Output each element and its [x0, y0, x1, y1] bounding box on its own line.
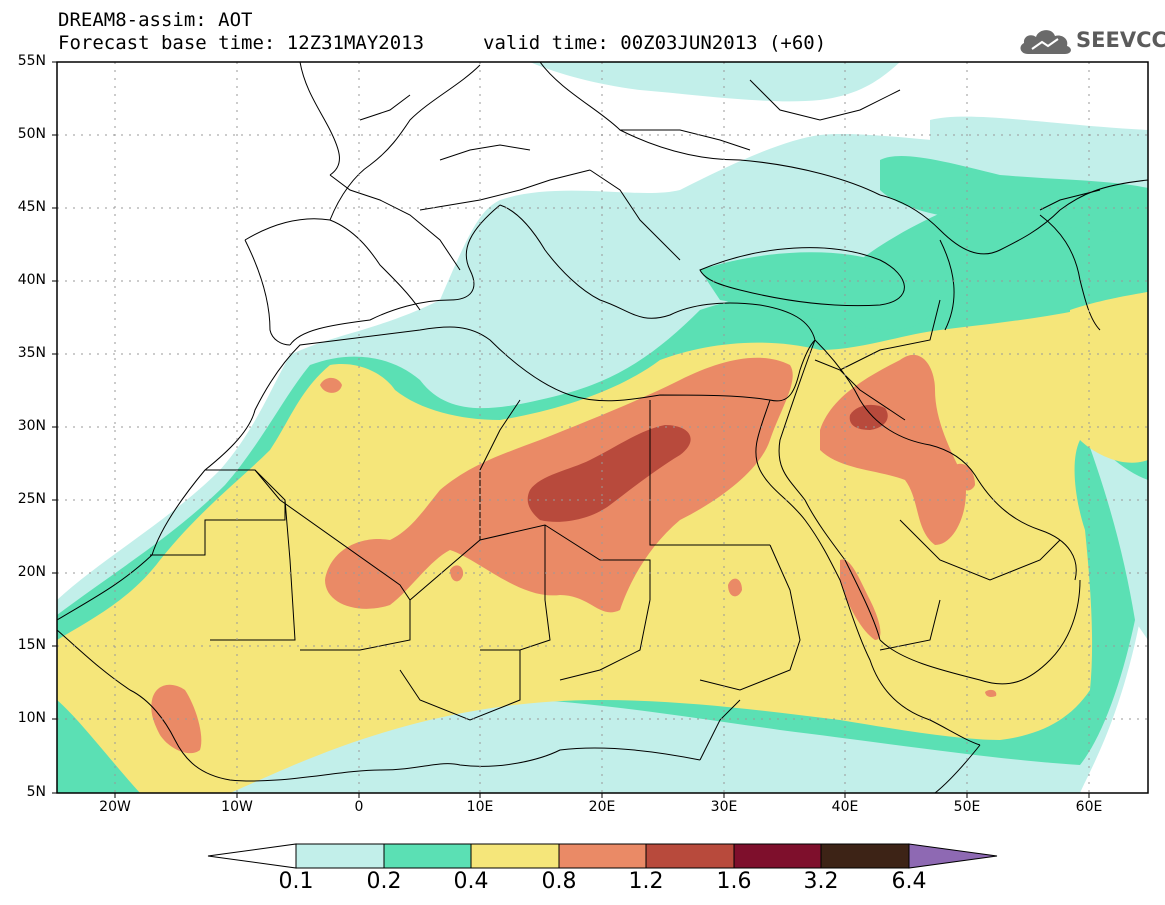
map-title: DREAM8-assim: AOT: [58, 9, 253, 31]
lat-label: 35N: [17, 345, 46, 361]
lon-label: 50E: [953, 799, 981, 815]
lat-label: 30N: [17, 418, 46, 434]
lat-label: 15N: [17, 637, 46, 653]
lon-label: 20W: [99, 799, 131, 815]
colorbar-label: 6.4: [891, 869, 927, 894]
contour-0-8-arabia: [820, 354, 966, 545]
lon-label: 10E: [466, 799, 494, 815]
contour-0-8-westafrica: [151, 684, 202, 754]
lat-label: 45N: [17, 199, 46, 215]
lon-label: 10W: [221, 799, 253, 815]
lat-label: 55N: [17, 53, 46, 69]
colorbar-label: 0.1: [278, 869, 314, 894]
axis-ticks: [52, 61, 1090, 798]
contour-0-8-spot3: [985, 689, 997, 697]
lon-label: 30E: [710, 799, 738, 815]
forecast-base-time: Forecast base time: 12Z31MAY2013: [58, 32, 425, 54]
contour-1-2-iraq: [849, 404, 888, 430]
lat-label: 50N: [17, 126, 46, 142]
contour-0-1-ne-band: [930, 116, 1148, 170]
lat-label: 25N: [17, 491, 46, 507]
lat-label: 10N: [17, 710, 46, 726]
contour-0-8-gulf: [955, 463, 975, 491]
contour-0-8-spot1: [450, 565, 464, 582]
lon-label: 60E: [1075, 799, 1103, 815]
logo-text: SEEVCCC: [1076, 28, 1165, 52]
aot-fill-layers: [57, 62, 1148, 793]
colorbar-label: 1.6: [716, 869, 752, 894]
cloud-icon: [1020, 30, 1071, 54]
colorbar-label: 0.8: [541, 869, 577, 894]
contour-0-1-north-band: [530, 62, 900, 102]
contour-0-8-spot2: [728, 578, 742, 597]
lon-label: 20E: [588, 799, 616, 815]
contour-0-2-north: [880, 155, 1148, 235]
seevccc-logo: SEEVCCC: [1018, 24, 1165, 58]
coastlines-and-borders: [57, 62, 1148, 793]
lat-label: 5N: [26, 784, 46, 800]
lon-label: 40E: [831, 799, 859, 815]
graticule: [57, 62, 1148, 793]
colorbar-label: 0.2: [366, 869, 402, 894]
lat-label: 20N: [17, 564, 46, 580]
valid-time: valid time: 00Z03JUN2013 (+60): [483, 32, 827, 54]
contour-0-8-morocco: [320, 377, 342, 393]
colorbar-label: 1.2: [628, 869, 664, 894]
lat-label: 40N: [17, 272, 46, 288]
colorbar-label: 0.4: [453, 869, 489, 894]
contour-0-8-redsea: [840, 559, 881, 640]
contour-0-2-black-sea: [700, 252, 933, 330]
contour-0-4-east: [1070, 292, 1148, 345]
colorbar-label: 3.2: [803, 869, 839, 894]
lon-label: 0: [354, 799, 364, 815]
